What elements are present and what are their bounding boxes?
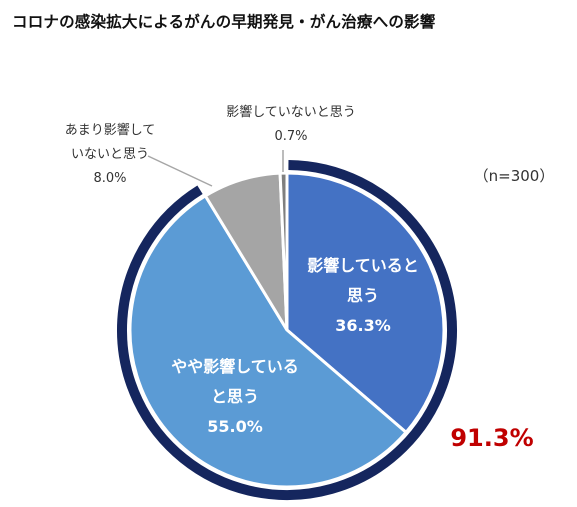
label-layer: 影響していると思う 36.3%やや影響していると思う 55.0% あまり影響していない… bbox=[65, 104, 419, 436]
slice-label-3: 影響していないと思う 0.7% bbox=[226, 104, 356, 144]
highlight-ring bbox=[117, 160, 457, 500]
sample-size-label: （n=300） bbox=[474, 167, 555, 185]
total-percentage-label: 91.3% bbox=[450, 424, 533, 452]
pie-slice-1 bbox=[128, 193, 409, 489]
pie-slice-3 bbox=[278, 171, 289, 331]
outer-ring-layer bbox=[117, 160, 457, 500]
leader-line-layer bbox=[147, 150, 284, 187]
slice-layer bbox=[128, 171, 446, 489]
chart-title: コロナの感染拡大によるがんの早期発見・がん治療への影響 bbox=[12, 13, 436, 31]
leader-line-2 bbox=[147, 155, 213, 187]
slice-label-1: やや影響していると思う 55.0% bbox=[171, 357, 299, 436]
slice-label-0: 影響していると思う 36.3% bbox=[307, 256, 419, 335]
slice-label-2: あまり影響していないと思う 8.0% bbox=[65, 122, 156, 186]
pie-slice-0 bbox=[285, 171, 446, 435]
